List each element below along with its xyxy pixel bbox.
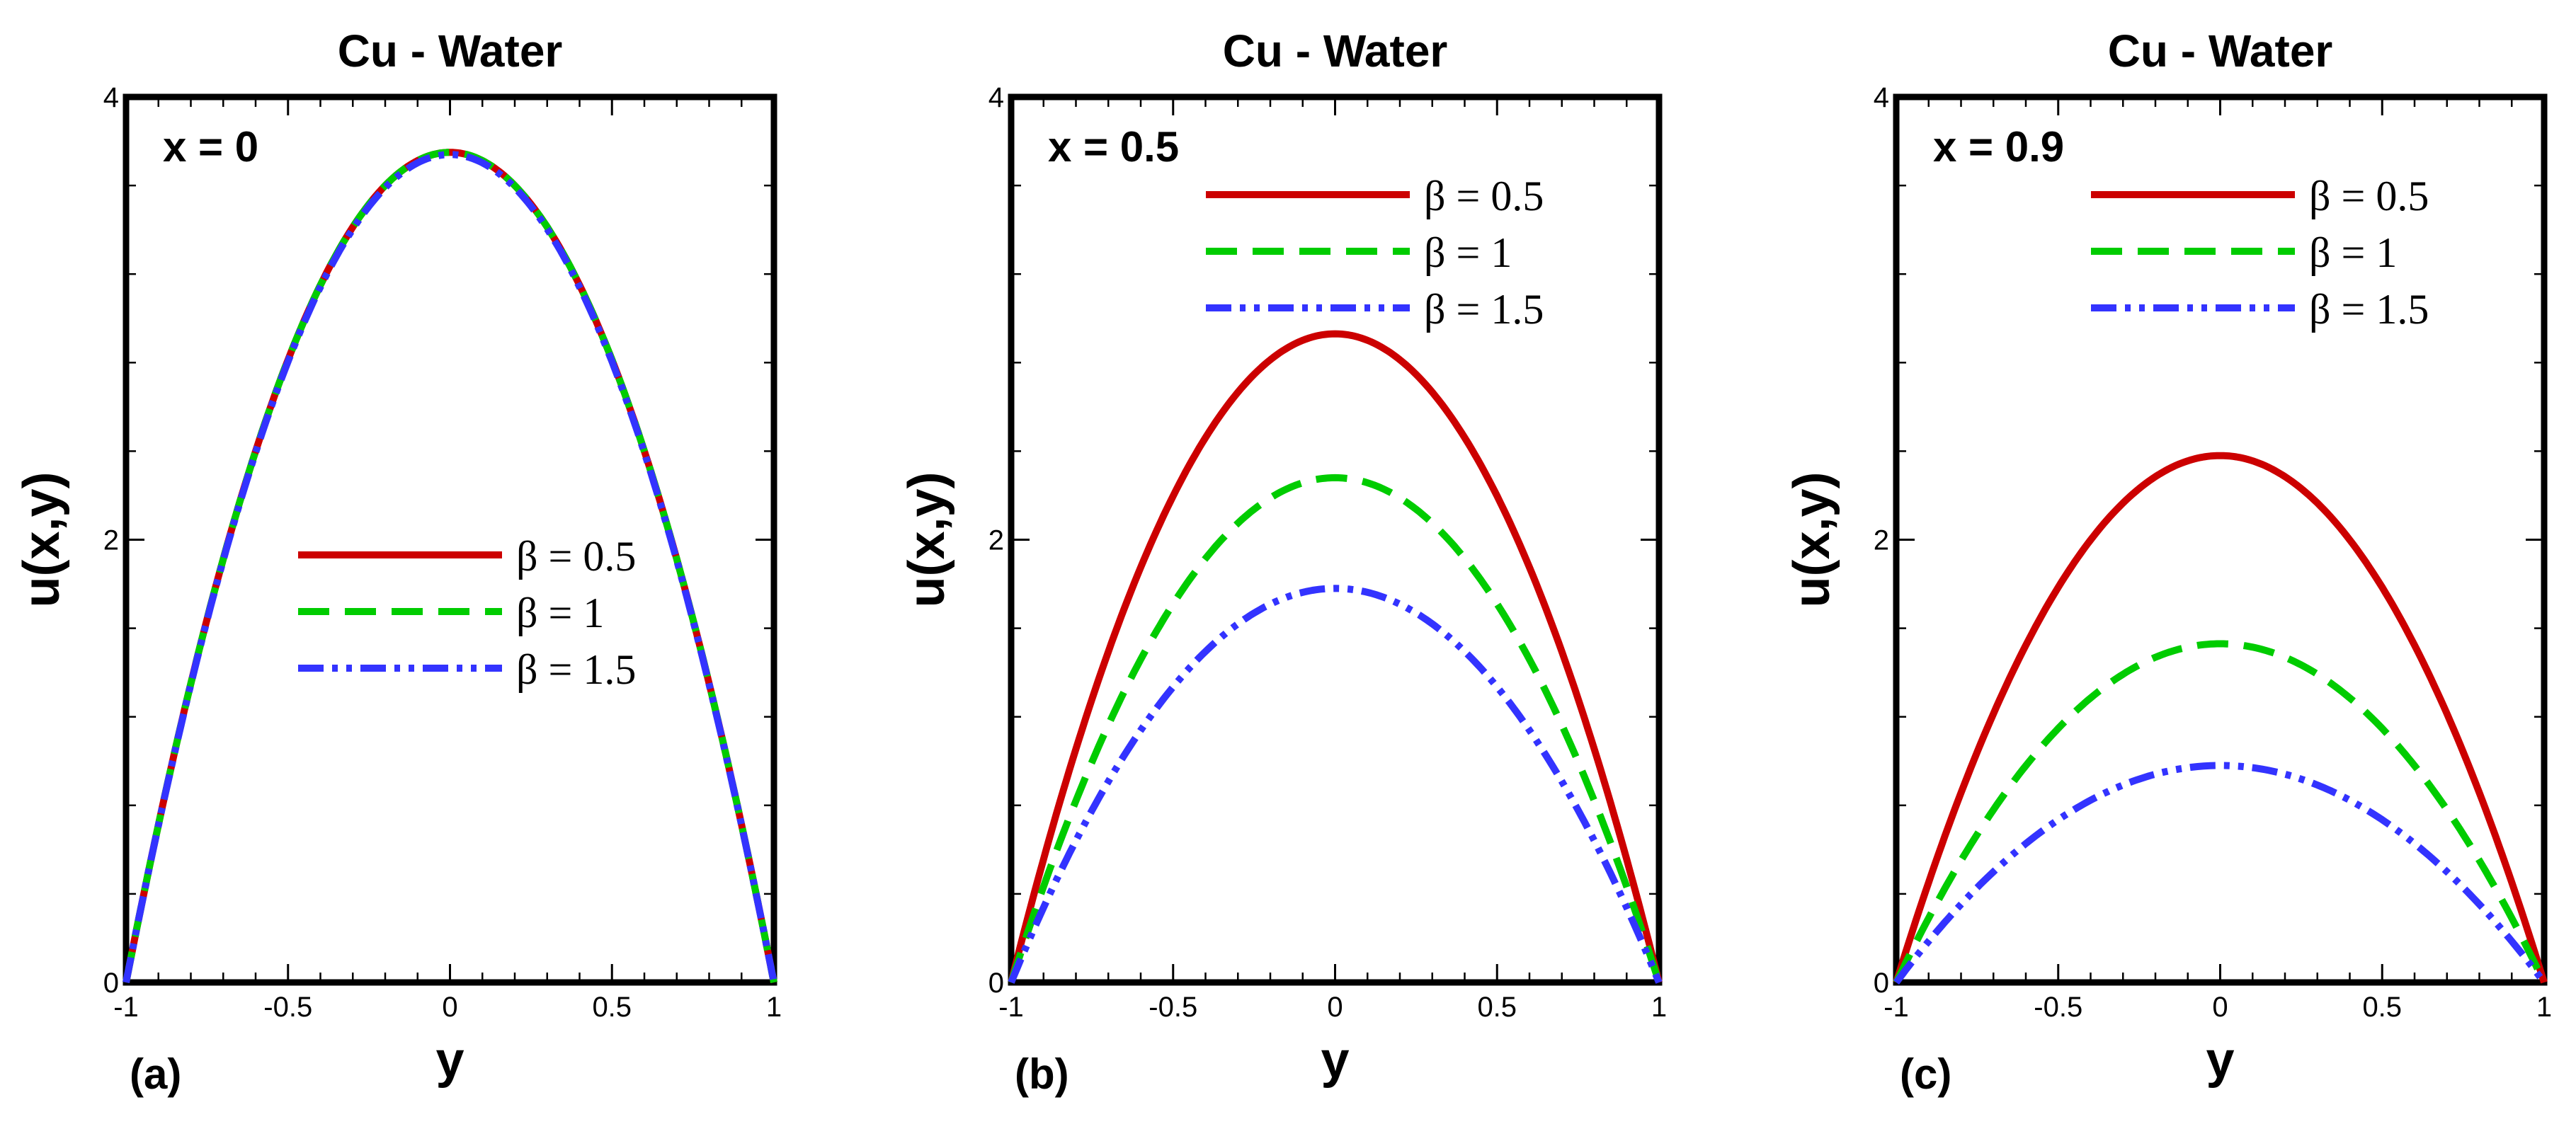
x-position-annotation: x = 0 — [163, 123, 258, 171]
x-tick-label: 0.5 — [1477, 992, 1517, 1023]
chart-panel-2: Cu - Water -1 -0.5 0 0.5 1 0 2 4 y u(x,y) (b) x = 0.… — [899, 25, 1667, 1098]
y-tick-label: 4 — [103, 82, 119, 113]
y-tick-label: 0 — [103, 968, 119, 999]
y-tick-label: 0 — [1874, 968, 1889, 999]
y-tick-label: 2 — [1874, 525, 1889, 556]
x-tick-label: 1 — [766, 992, 782, 1023]
chart-panel-3: Cu - Water -1 -0.5 0 0.5 1 0 2 4 y u(x,y) (c) x = 0.… — [1784, 25, 2552, 1098]
x-tick-label: -0.5 — [263, 992, 312, 1023]
x-tick-label: 1 — [1651, 992, 1667, 1023]
legend-entry: β = 1.5 — [516, 646, 636, 693]
legend: β = 0.5 β = 1 β = 1.5 — [2091, 173, 2429, 333]
legend-entry: β = 1.5 — [1424, 286, 1544, 333]
legend-entry: β = 0.5 — [1424, 173, 1544, 219]
legend-entry: β = 1 — [1424, 229, 1512, 276]
x-axis-label: y — [1321, 1032, 1349, 1089]
chart-title: Cu - Water — [2108, 25, 2333, 76]
y-tick-label: 4 — [988, 82, 1004, 113]
y-axis-label: u(x,y) — [1784, 471, 1840, 607]
series-line-2 — [1008, 474, 1663, 984]
x-tick-label: -1 — [113, 992, 139, 1023]
chart-panel-1: Cu - Water -1 -0.5 0 0.5 1 0 2 4 y u(x,y) (a) x = 0 β… — [13, 25, 782, 1098]
y-tick-label: 2 — [988, 525, 1004, 556]
series-line-2 — [1893, 640, 2548, 985]
legend: β = 0.5 β = 1 β = 1.5 — [298, 533, 636, 693]
axes-frame — [1893, 93, 2548, 986]
legend-entry: β = 0.5 — [516, 533, 636, 580]
y-tick-label: 0 — [988, 968, 1004, 999]
legend: β = 0.5 β = 1 β = 1.5 — [1206, 173, 1544, 333]
x-tick-label: -1 — [998, 992, 1024, 1023]
series-line-3 — [1008, 585, 1663, 984]
y-axis-label: u(x,y) — [13, 471, 70, 607]
x-tick-label: 0.5 — [2362, 992, 2402, 1023]
series-line-1 — [1893, 452, 2548, 984]
panel-label: (b) — [1015, 1050, 1069, 1098]
x-tick-label: -1 — [1883, 992, 1909, 1023]
x-tick-label: 0.5 — [592, 992, 632, 1023]
chart-title: Cu - Water — [1223, 25, 1448, 76]
x-tick-label: 0 — [1327, 992, 1343, 1023]
x-tick-label: -0.5 — [2034, 992, 2082, 1023]
x-axis-label: y — [435, 1032, 464, 1089]
panel-label: (c) — [1900, 1050, 1951, 1098]
legend-entry: β = 1 — [2309, 229, 2397, 276]
axes-frame — [122, 93, 777, 986]
x-tick-label: 0 — [2212, 992, 2228, 1023]
x-position-annotation: x = 0.5 — [1048, 123, 1179, 171]
x-position-annotation: x = 0.9 — [1933, 123, 2064, 171]
x-tick-label: 1 — [2536, 992, 2552, 1023]
legend-entry: β = 1.5 — [2309, 286, 2429, 333]
legend-entry: β = 1 — [516, 590, 604, 636]
x-tick-label: 0 — [442, 992, 457, 1023]
panel-label: (a) — [130, 1050, 181, 1098]
chart-title: Cu - Water — [338, 25, 563, 76]
x-tick-label: -0.5 — [1149, 992, 1197, 1023]
series-line-1 — [1008, 330, 1663, 984]
y-tick-label: 4 — [1874, 82, 1889, 113]
y-tick-label: 2 — [103, 525, 119, 556]
series-line-3 — [1893, 762, 2547, 985]
axes-frame — [1008, 93, 1663, 986]
series-line-3 — [122, 151, 777, 983]
y-axis-label: u(x,y) — [899, 471, 955, 607]
x-axis-label: y — [2206, 1032, 2234, 1089]
legend-entry: β = 0.5 — [2309, 173, 2429, 219]
